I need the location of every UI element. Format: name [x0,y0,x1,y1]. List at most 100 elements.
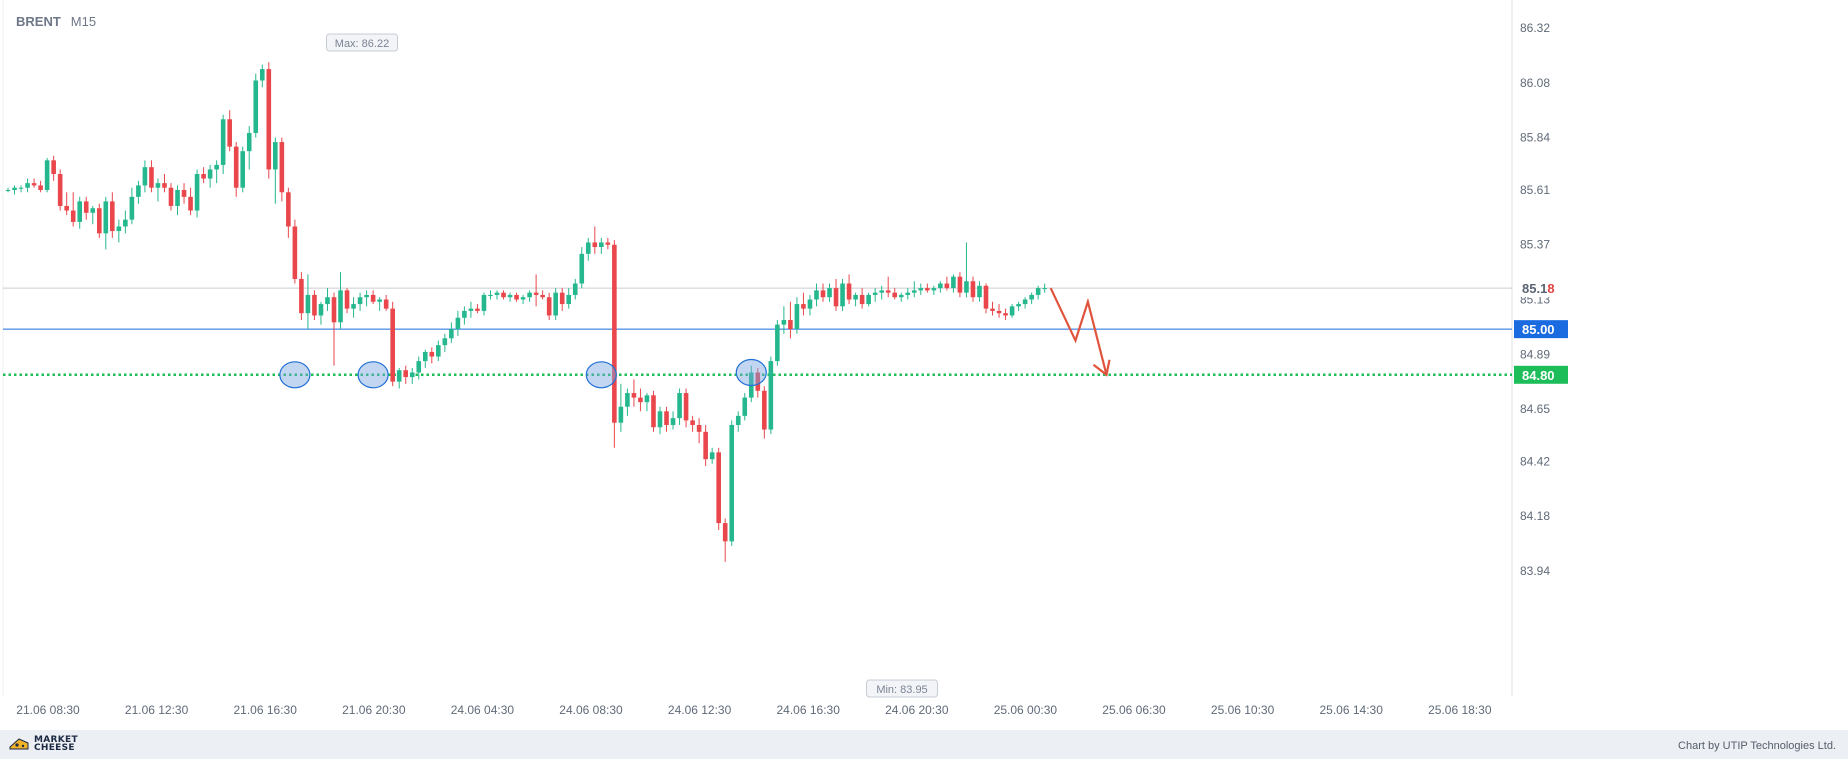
candle-body [116,226,122,232]
candle-body [664,411,669,425]
candle [155,178,161,202]
candle [788,301,793,339]
candle [703,424,708,467]
candle [253,73,259,138]
candle [116,219,122,243]
touch-marker [735,358,767,387]
candle [592,226,598,254]
candle-body [788,320,793,330]
resistance-price-tag-box [1514,320,1568,339]
candle [44,158,50,193]
candle-body [833,288,839,307]
candle [429,347,435,364]
y-tick-label: 86.08 [1520,76,1550,90]
candle-body [925,288,930,291]
candle [5,187,11,193]
candle-body [259,69,265,81]
candle [233,142,239,197]
candle [194,169,200,218]
support-price-tag-text: 84.80 [1522,368,1555,383]
candle-body [762,390,767,430]
candle [273,137,278,204]
candle [468,301,474,318]
candle-body [312,294,317,316]
candle-body [351,304,356,309]
candle [572,278,578,300]
candle-body [696,424,702,432]
current-price-tag-box [1514,279,1568,298]
candle-body [1009,306,1015,316]
candle-body [546,297,552,316]
candle-body [403,370,409,378]
candle-body [220,119,226,165]
candle [149,160,154,193]
candle-body [481,294,487,311]
candle-body [599,242,604,248]
candle-body [729,424,735,542]
candle-body [279,142,285,193]
candle [820,283,826,302]
candle-body [827,288,832,298]
candle [168,183,174,211]
candle-body [155,183,161,188]
candle-body [820,290,826,298]
candlestick-chart[interactable]: 86.3286.0885.8485.6185.3785.1384.8984.65… [0,0,1848,730]
symbol-name: BRENT [16,14,61,29]
candle [1029,292,1034,305]
max-label: Max: 86.22 [326,33,398,52]
candle-body [983,285,989,309]
x-tick-label: 21.06 08:30 [16,703,80,717]
y-tick-label: 85.84 [1520,131,1550,145]
candle-body [201,174,206,179]
candle [129,187,135,225]
candle [885,276,891,298]
candle [1009,304,1015,318]
candle-body [931,288,937,291]
candle-body [866,294,871,305]
candle [977,281,982,302]
candle [259,64,265,88]
candle [325,288,330,311]
candle-body [64,205,69,211]
candle [905,288,911,300]
candle-body [683,393,689,421]
candle-body [331,297,337,323]
candle [318,301,324,325]
current-price-tag: 85.18 [1514,279,1568,298]
forecast-arrowhead [1092,359,1111,377]
candle [638,388,643,412]
candle-body [253,80,259,133]
candle [801,292,806,316]
candle [338,272,343,330]
logo-line-1: MARKET [34,735,78,745]
candle-body [77,201,83,222]
candle [970,276,976,302]
candle [625,388,630,416]
x-tick-label: 24.06 20:30 [885,703,949,717]
candle-body [651,395,656,428]
candle-body [553,292,558,316]
candle [31,178,37,188]
candle [377,297,382,311]
candle [755,367,761,398]
x-tick-label: 24.06 04:30 [451,703,515,717]
candle-body [188,196,193,211]
candle [299,272,304,321]
x-tick-label: 25.06 10:30 [1211,703,1275,717]
candle-body [579,253,585,284]
candle-body [286,192,291,227]
candle-body [501,292,506,298]
x-tick-label: 25.06 14:30 [1319,703,1383,717]
candle [38,180,43,193]
candle [938,281,943,293]
candle [951,274,956,293]
candle [533,274,539,307]
candle [631,379,637,407]
candle-body [70,210,76,222]
candle-body [768,361,774,430]
y-tick-label: 84.65 [1520,402,1550,416]
candle [25,178,30,193]
candle-body [338,290,343,323]
candle [566,288,572,309]
